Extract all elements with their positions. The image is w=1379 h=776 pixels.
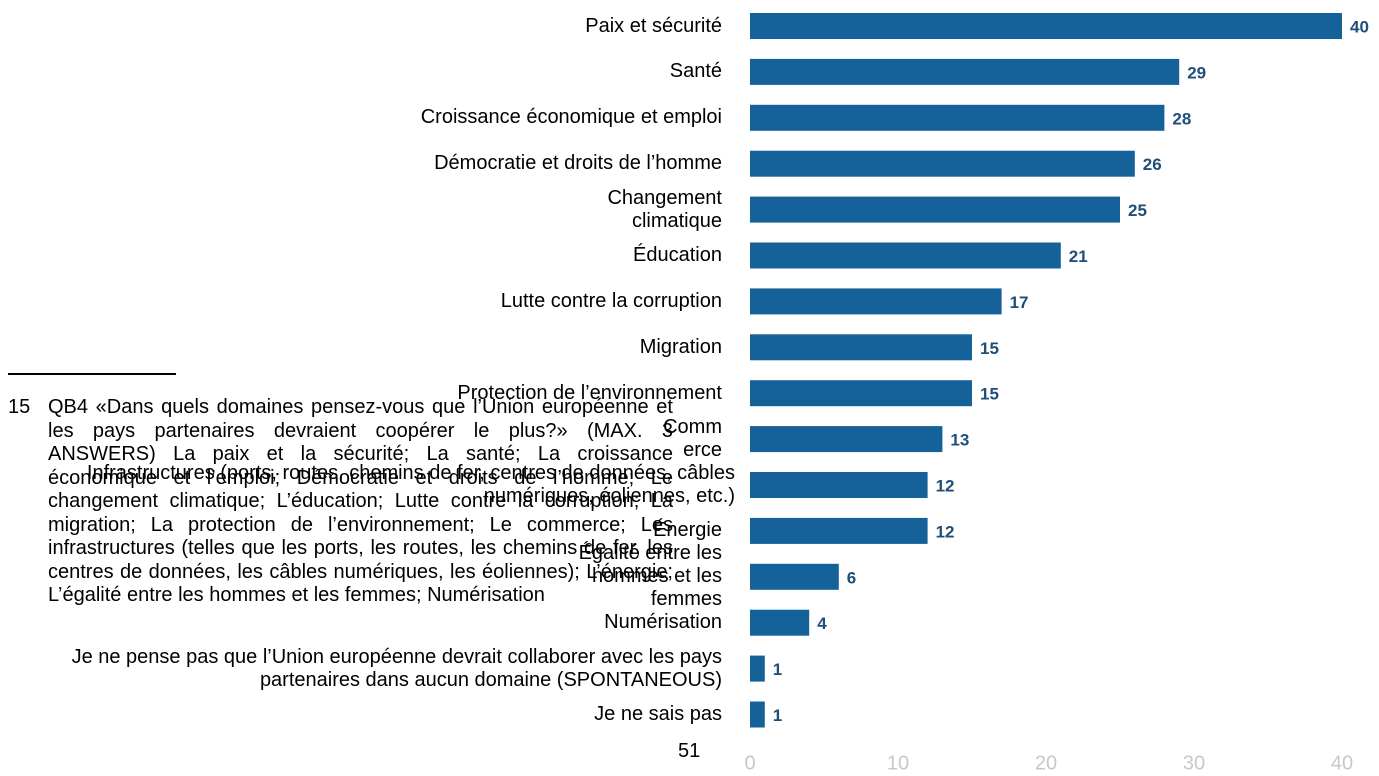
footnote-number: 15 — [8, 396, 31, 418]
category-label: Santé — [669, 60, 722, 83]
bar — [750, 609, 810, 636]
value-label: 6 — [847, 568, 856, 587]
value-label: 15 — [980, 385, 999, 404]
x-tick-label: 0 — [744, 752, 755, 774]
value-label: 25 — [1128, 201, 1147, 220]
category-label: Énergie — [653, 519, 722, 542]
value-label: 12 — [936, 522, 955, 541]
category-label: Éducation — [633, 244, 722, 266]
footnote-text: QB4 «Dans quels domaines pensez-vous que… — [48, 396, 673, 606]
value-label: 13 — [950, 431, 969, 450]
bar — [750, 517, 928, 544]
bar — [750, 655, 765, 682]
value-label: 26 — [1143, 155, 1162, 174]
value-label: 4 — [817, 614, 827, 633]
bar — [750, 196, 1120, 223]
value-label: 40 — [1350, 17, 1369, 36]
x-tick-label: 40 — [1331, 752, 1353, 774]
value-label: 12 — [936, 476, 955, 495]
category-label: Démocratie et droits de l’homme — [434, 152, 722, 175]
category-label: Commerce — [663, 416, 722, 462]
value-label: 21 — [1069, 247, 1088, 266]
x-tick-label: 30 — [1183, 752, 1205, 774]
bar — [750, 426, 943, 453]
category-label: Je ne sais pas — [594, 703, 722, 725]
value-label: 28 — [1172, 109, 1191, 128]
bar — [750, 58, 1180, 85]
category-label: Paix et sécurité — [585, 14, 722, 37]
value-label: 15 — [980, 339, 999, 358]
bar — [750, 150, 1135, 177]
footnote: 15 QB4 «Dans quels domaines pensez-vous … — [8, 396, 673, 608]
bar — [750, 242, 1061, 269]
bar — [750, 380, 972, 407]
x-tick-label: 10 — [887, 752, 909, 774]
category-label: Infrastructures (ports, routes, chemins … — [86, 462, 735, 507]
bar — [750, 104, 1165, 131]
x-tick-label: 20 — [1035, 752, 1057, 774]
bar — [750, 472, 928, 498]
value-label: 29 — [1187, 63, 1206, 82]
category-label: Protection de l’environnement — [457, 381, 722, 404]
bar — [750, 563, 839, 590]
footnote-rule — [8, 373, 176, 375]
bar — [750, 13, 1342, 39]
category-label: Lutte contre la corruption — [500, 289, 722, 312]
category-label: Changement climatique — [607, 186, 722, 232]
value-label: 17 — [1010, 293, 1029, 312]
page-number: 51 — [678, 740, 701, 762]
value-label: 1 — [773, 706, 782, 725]
bar — [750, 334, 972, 361]
category-label: Numérisation — [604, 611, 722, 634]
category-label: Je ne pense pas que l’Union européenne d… — [71, 645, 722, 691]
bar — [750, 701, 765, 728]
value-label: 1 — [773, 660, 782, 679]
category-label: Croissance économique et emploi — [420, 106, 722, 129]
category-label: Égalité entre les hommes et les femmes — [578, 542, 722, 611]
category-label: Migration — [639, 335, 722, 358]
bar — [750, 288, 1002, 315]
